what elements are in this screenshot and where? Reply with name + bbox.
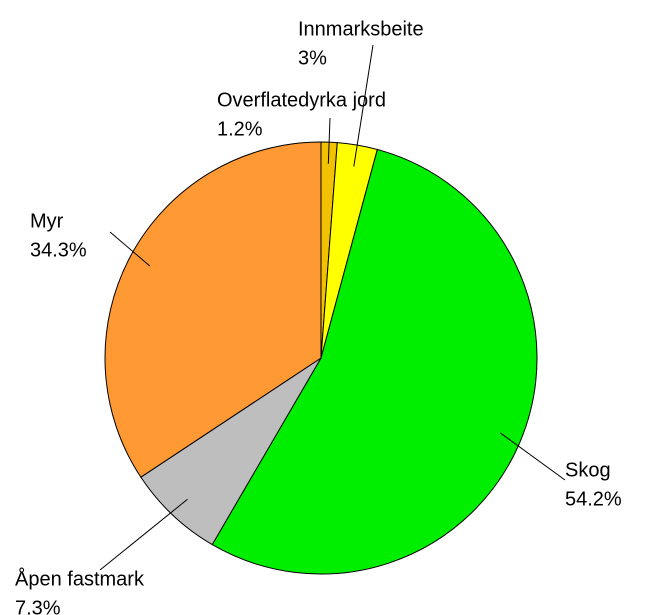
slice-value-label: 1.2% xyxy=(217,118,263,140)
slice-value-label: 34.3% xyxy=(30,239,87,261)
slice-value-label: 54.2% xyxy=(565,488,622,510)
pie-slice xyxy=(104,141,322,478)
leader-line xyxy=(99,498,188,571)
leader-line xyxy=(109,231,151,267)
leader-line xyxy=(353,44,374,167)
pie-slice xyxy=(140,357,322,546)
slice-value-label: 3% xyxy=(298,47,327,69)
pie-slice xyxy=(211,148,538,575)
slice-label: Overflatedyrka jord xyxy=(217,89,386,111)
slice-label: Åpen fastmark xyxy=(15,567,145,590)
slice-label: Skog xyxy=(565,459,611,481)
slice-label: Myr xyxy=(30,210,64,232)
leader-line xyxy=(327,117,331,164)
slice-label: Innmarksbeite xyxy=(298,18,424,40)
leader-line xyxy=(500,432,566,481)
slice-value-label: 7.3% xyxy=(15,597,61,615)
